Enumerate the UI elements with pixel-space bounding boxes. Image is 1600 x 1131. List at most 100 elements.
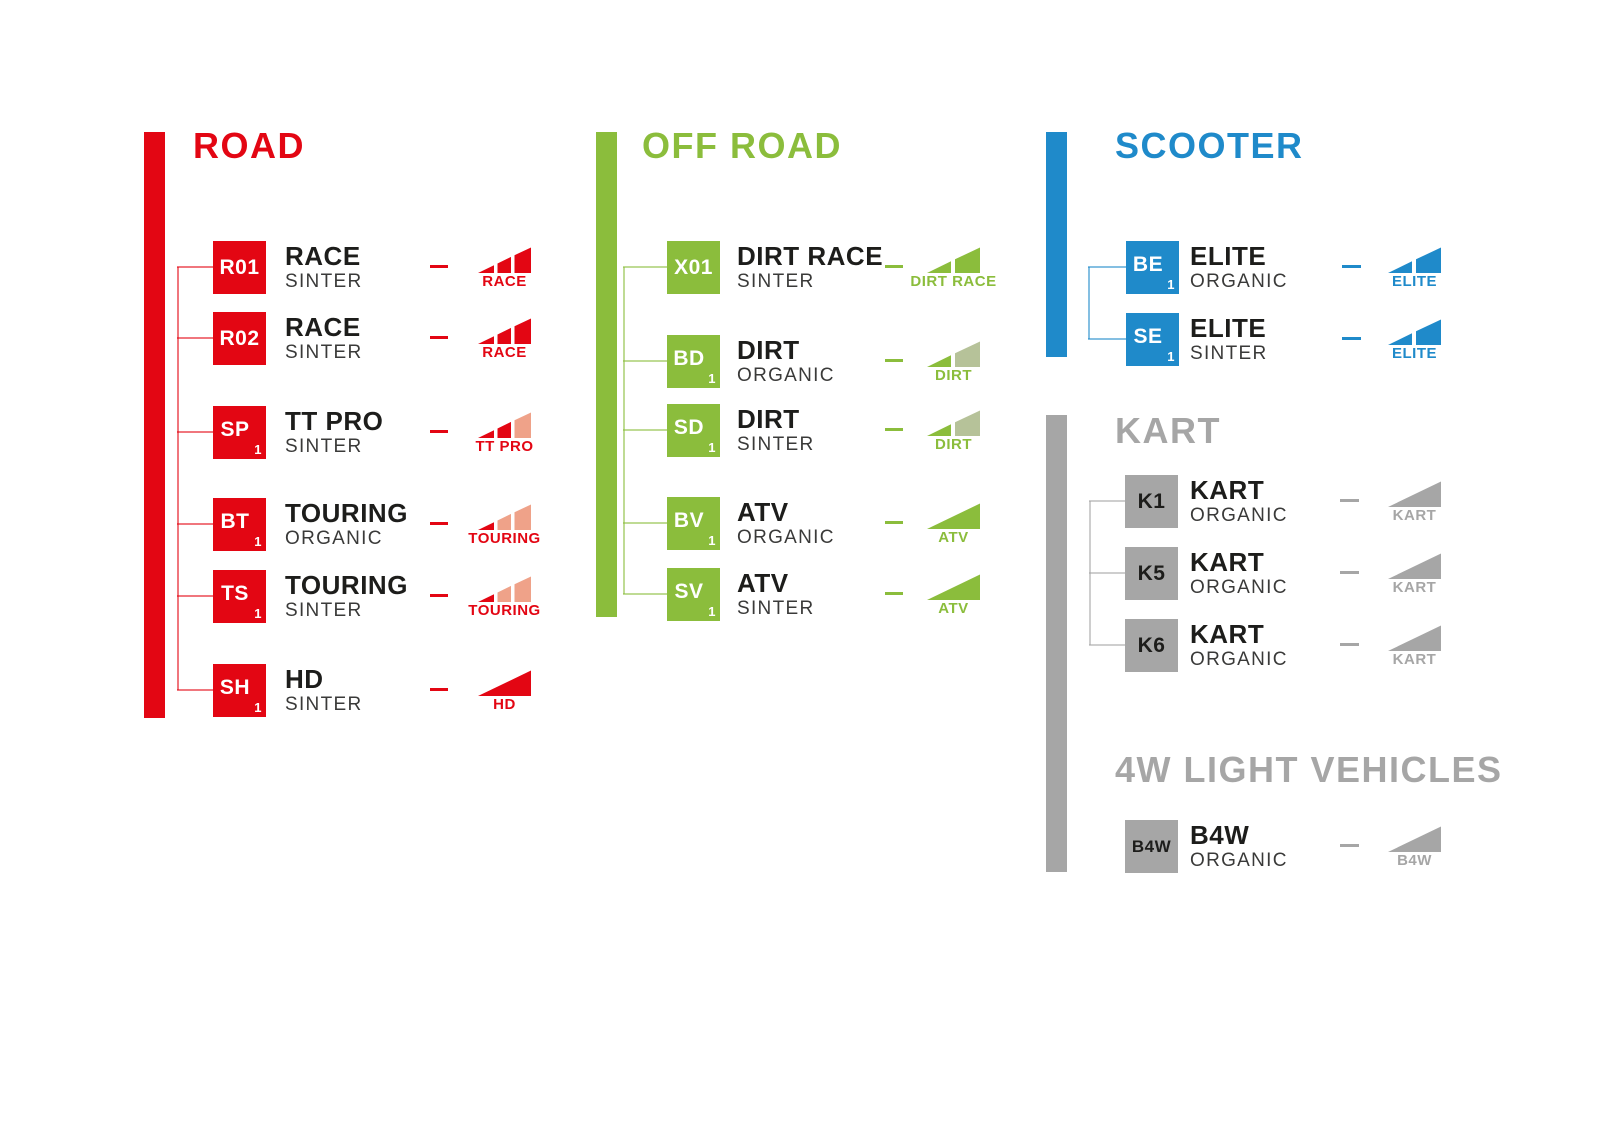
badge-subscript: 1 <box>254 606 262 621</box>
sh-text: HD SINTER <box>285 666 362 717</box>
connector-dash <box>430 594 448 597</box>
badge-code: K6 <box>1137 633 1166 657</box>
badge-code: B4W <box>1131 836 1172 856</box>
product-title: KART <box>1190 475 1265 505</box>
connector-dash <box>885 592 903 595</box>
bt-badge: BT 1 <box>213 498 266 551</box>
scooter-tree-stub <box>1088 266 1126 268</box>
icon-label: TOURING <box>468 530 541 547</box>
product-title: ATV <box>737 568 789 598</box>
road-category-bar <box>144 132 165 718</box>
r02-badge: R02 <box>213 312 266 365</box>
off-road-tree-stub <box>623 593 667 595</box>
compound-type: SINTER <box>285 600 363 621</box>
off-road-tree-stub <box>623 429 667 431</box>
x01-badge: X01 <box>667 241 720 294</box>
badge-subscript: 1 <box>708 371 716 386</box>
kart-level-icon <box>1388 625 1441 651</box>
badge-subscript: 1 <box>708 604 716 619</box>
product-title: ELITE <box>1190 313 1267 343</box>
compound-type: ORGANIC <box>1190 850 1288 871</box>
product-title: HD <box>285 664 324 694</box>
k1-text: KART ORGANIC <box>1190 477 1288 528</box>
connector-dash <box>1340 643 1359 646</box>
se-text: ELITE SINTER <box>1190 315 1267 366</box>
badge-code: BD <box>673 346 705 370</box>
sv-text: ATV SINTER <box>737 570 814 621</box>
connector-dash <box>885 359 903 362</box>
kart-tree-stub <box>1089 500 1125 502</box>
road-tree-stub <box>177 523 213 525</box>
k1-badge: K1 <box>1125 475 1178 528</box>
touring-level-icon <box>478 504 531 530</box>
elite-level-icon <box>1388 319 1441 345</box>
product-title: RACE <box>285 241 361 271</box>
off-road-header: OFF ROAD <box>642 125 842 166</box>
badge-subscript: 1 <box>1167 349 1175 364</box>
compound-type: SINTER <box>737 434 815 455</box>
connector-dash <box>885 521 903 524</box>
icon-label: B4W <box>1397 852 1432 869</box>
icon-label: DIRT <box>935 367 972 384</box>
sd-text: DIRT SINTER <box>737 406 814 457</box>
product-title: ATV <box>737 497 789 527</box>
compound-type: SINTER <box>285 271 363 292</box>
badge-subscript: 1 <box>708 533 716 548</box>
icon-label: HD <box>493 696 516 713</box>
compound-type: ORGANIC <box>1190 271 1288 292</box>
product-title: DIRT <box>737 404 800 434</box>
badge-subscript: 1 <box>254 534 262 549</box>
k5-text: KART ORGANIC <box>1190 549 1288 600</box>
icon-label: ATV <box>938 600 969 617</box>
off-road-tree-stub <box>623 360 667 362</box>
compound-type: SINTER <box>737 271 815 292</box>
badge-code: BV <box>673 508 705 532</box>
be-badge: BE 1 <box>1126 241 1179 294</box>
connector-dash <box>430 336 448 339</box>
product-title: DIRT RACE <box>737 241 884 271</box>
badge-code: R02 <box>219 326 260 350</box>
road-tree-stub <box>177 431 213 433</box>
compound-type: SINTER <box>1190 343 1268 364</box>
product-title: ELITE <box>1190 241 1267 271</box>
r01-text: RACE SINTER <box>285 243 362 294</box>
connector-dash <box>885 265 903 268</box>
sp-text: TT PRO SINTER <box>285 408 383 459</box>
road-header: ROAD <box>193 125 305 166</box>
badge-subscript: 1 <box>254 442 262 457</box>
compound-type: SINTER <box>285 436 363 457</box>
compound-type: SINTER <box>737 598 815 619</box>
b4w-badge: B4W <box>1125 820 1178 873</box>
compound-type: ORGANIC <box>737 527 835 548</box>
bd-badge: BD 1 <box>667 335 720 388</box>
kart-tree-stub <box>1089 644 1125 646</box>
dirt-race-level-icon <box>927 247 980 273</box>
kart-category-bar <box>1046 415 1067 872</box>
badge-code: SH <box>219 675 251 699</box>
connector-dash <box>1340 499 1359 502</box>
sp-badge: SP 1 <box>213 406 266 459</box>
sh-badge: SH 1 <box>213 664 266 717</box>
product-title: DIRT <box>737 335 800 365</box>
product-title: TOURING <box>285 498 408 528</box>
race-level-icon <box>478 318 531 344</box>
connector-dash <box>1342 265 1361 268</box>
off-road-tree-stub <box>623 522 667 524</box>
product-title: TT PRO <box>285 406 384 436</box>
k5-badge: K5 <box>1125 547 1178 600</box>
compound-type: ORGANIC <box>737 365 835 386</box>
bv-badge: BV 1 <box>667 497 720 550</box>
sd-badge: SD 1 <box>667 404 720 457</box>
badge-code: R01 <box>219 255 260 279</box>
connector-dash <box>885 428 903 431</box>
b4w-level-icon <box>1388 826 1441 852</box>
bv-text: ATV ORGANIC <box>737 499 835 550</box>
badge-code: X01 <box>674 255 713 279</box>
elite-level-icon <box>1388 247 1441 273</box>
product-title: B4W <box>1190 820 1250 850</box>
k6-badge: K6 <box>1125 619 1178 672</box>
ts-text: TOURING SINTER <box>285 572 408 623</box>
product-title: RACE <box>285 312 361 342</box>
scooter-category-bar <box>1046 132 1067 357</box>
